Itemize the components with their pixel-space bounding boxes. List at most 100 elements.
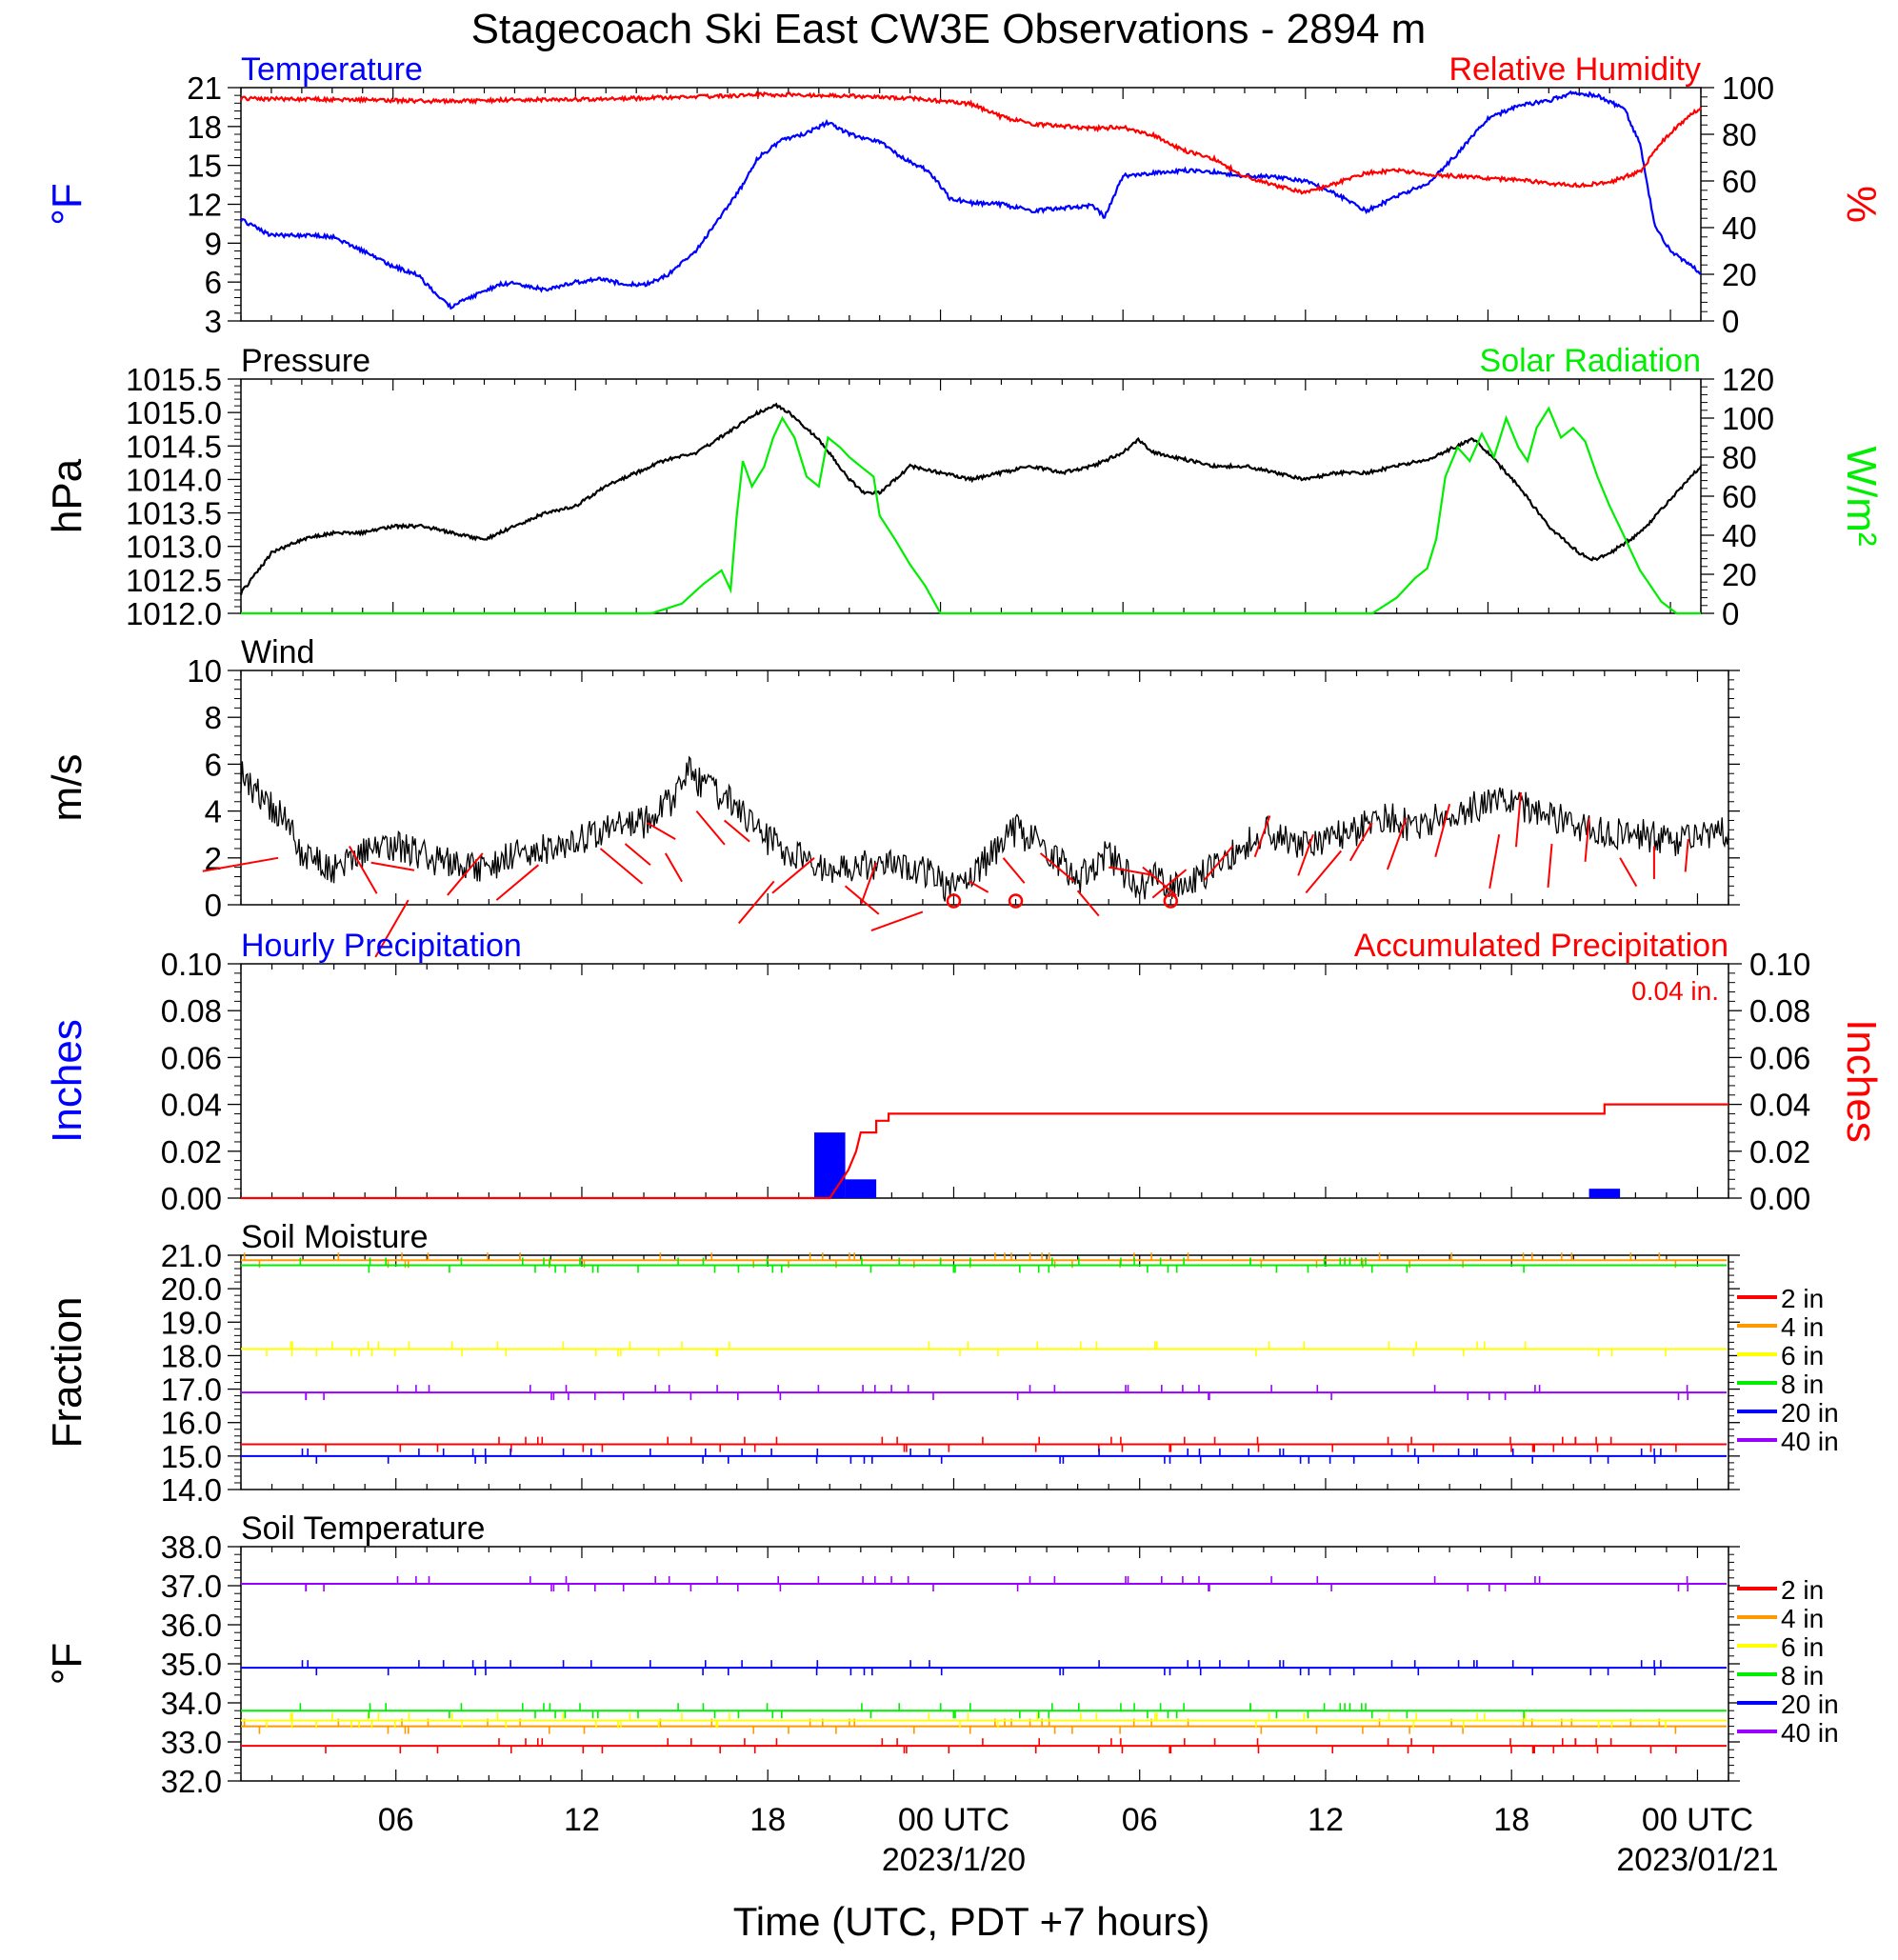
y-tick-label: 0.08 <box>161 993 222 1029</box>
y-tick-label: 18.0 <box>161 1338 222 1373</box>
wind-barb <box>1584 817 1590 862</box>
soil-level-noise <box>243 1718 1677 1734</box>
wind-barb <box>447 852 484 896</box>
x-tick-label: 00 UTC <box>1642 1802 1753 1838</box>
wind-barb <box>1349 822 1373 862</box>
y-tick-label: 1012.5 <box>126 563 222 598</box>
y-tick-label: 0.10 <box>161 947 222 982</box>
x-tick-label: 00 UTC <box>898 1802 1009 1838</box>
wind-barb <box>1297 833 1314 876</box>
wind-barb <box>1434 803 1451 858</box>
wind-barb <box>374 899 410 958</box>
wind-panel: 0 2 4 6 8 10 Wind m/s <box>44 634 1740 958</box>
wind-barb <box>624 843 651 866</box>
wind-barb <box>1488 834 1501 890</box>
wind-barb <box>1305 850 1342 894</box>
panel-title-left: Temperature <box>241 51 423 88</box>
soil-level-noise <box>299 1703 1525 1719</box>
y-tick-label: 14.0 <box>161 1472 222 1508</box>
y-tick-label: 37.0 <box>161 1569 222 1604</box>
wind-barb <box>1002 857 1026 884</box>
y-right-tick-label: 0.02 <box>1749 1134 1810 1170</box>
y-axis-label-left: °F <box>44 183 90 225</box>
pressure-solar-panel: 1012.01012.51013.01013.51014.01014.51015… <box>44 343 1885 631</box>
panel-title-right: Relative Humidity <box>1448 51 1701 88</box>
wind-barb <box>370 861 415 871</box>
soil-level-noise <box>305 1385 1688 1401</box>
y-tick-label: 0.04 <box>161 1088 222 1123</box>
y-right-tick-label: 0.08 <box>1749 993 1810 1029</box>
y-right-tick-label: 0 <box>1722 304 1739 339</box>
legend-label: 6 in <box>1781 1341 1824 1370</box>
y-axis-label-left: Inches <box>44 1019 90 1143</box>
legend-label: 4 in <box>1781 1312 1824 1342</box>
y-tick-label: 20.0 <box>161 1271 222 1307</box>
legend-label: 40 in <box>1781 1427 1839 1456</box>
legend-label: 8 in <box>1781 1661 1824 1690</box>
solar-series <box>241 406 1701 615</box>
wind-barb <box>1151 869 1188 899</box>
wind-series <box>240 755 1729 902</box>
y-right-tick-label: 20 <box>1722 557 1757 592</box>
wind-barb <box>202 856 279 872</box>
y-tick-label: 18 <box>187 110 222 145</box>
wind-barb <box>1386 817 1408 870</box>
calm-marker <box>1163 893 1178 909</box>
y-right-tick-label: 0 <box>1722 596 1739 631</box>
y-axis-label-left: m/s <box>44 754 90 822</box>
y-axis-label-left: °F <box>44 1643 90 1685</box>
y-tick-label: 0 <box>205 888 222 923</box>
y-tick-label: 10 <box>187 653 222 689</box>
y-tick-label: 1015.0 <box>126 395 222 430</box>
accum-precip-series <box>241 1103 1728 1200</box>
y-axis-label-left: Fraction <box>44 1297 90 1449</box>
panel-title-left: Pressure <box>241 343 370 379</box>
soil-temperature-panel: 32.0 33.0 34.0 35.0 36.0 37.0 38.0 Soil Tempera… <box>44 1510 1839 1799</box>
y-tick-label: 32.0 <box>161 1764 222 1799</box>
wind-barb <box>495 864 540 901</box>
wind-barb <box>1253 815 1271 858</box>
soil-level-noise <box>266 1712 1667 1729</box>
y-tick-label: 33.0 <box>161 1725 222 1760</box>
y-tick-label: 15.0 <box>161 1439 222 1474</box>
calm-marker <box>946 893 962 909</box>
x-axis-label: Time (UTC, PDT +7 hours) <box>733 1899 1210 1944</box>
wind-barb <box>1514 791 1522 848</box>
wind-barb <box>695 810 726 846</box>
panel-title-left: Soil Temperature <box>241 1510 485 1547</box>
y-right-tick-label: 80 <box>1722 440 1757 475</box>
y-tick-label: 1014.0 <box>126 462 222 497</box>
y-tick-label: 1012.0 <box>126 596 222 631</box>
y-tick-label: 19.0 <box>161 1305 222 1340</box>
y-axis-label-right: Inches <box>1838 1019 1885 1143</box>
y-tick-label: 0.00 <box>161 1181 222 1216</box>
soil-level-noise <box>325 1436 1677 1452</box>
soil-level-noise <box>299 1257 1525 1273</box>
legend-label: 8 in <box>1781 1370 1824 1399</box>
soil-moisture-panel: 14.015.016.017.018.019.020.021.0 Soil Moi… <box>44 1219 1839 1508</box>
y-tick-label: 17.0 <box>161 1372 222 1408</box>
soil-moisture-frame <box>240 1254 1729 1490</box>
soil-level-noise <box>305 1576 1688 1591</box>
y-tick-label: 1013.0 <box>126 530 222 565</box>
wind-barb <box>969 880 989 893</box>
y-tick-label: 21.0 <box>161 1238 222 1273</box>
y-axis-label-right: % <box>1838 186 1885 223</box>
hourly-precip-bar <box>845 1179 877 1198</box>
y-tick-label: 1015.5 <box>126 362 222 397</box>
y-right-tick-label: 0.06 <box>1749 1040 1810 1075</box>
y-tick-label: 3 <box>205 304 222 339</box>
y-tick-label: 1013.5 <box>126 496 222 531</box>
hourly-precip-bar <box>814 1132 846 1198</box>
y-right-tick-label: 0.04 <box>1749 1088 1810 1123</box>
y-tick-label: 4 <box>205 794 222 830</box>
legend-label: 2 in <box>1781 1284 1824 1313</box>
x-date-label: 2023/01/21 <box>1616 1842 1778 1878</box>
legend-label: 6 in <box>1781 1632 1824 1662</box>
soil-level-noise <box>301 1448 1662 1464</box>
panel-title-left: Wind <box>241 634 314 670</box>
legend-label: 20 in <box>1781 1690 1839 1719</box>
y-right-tick-label: 120 <box>1722 362 1774 397</box>
wind-barb <box>1142 866 1177 896</box>
